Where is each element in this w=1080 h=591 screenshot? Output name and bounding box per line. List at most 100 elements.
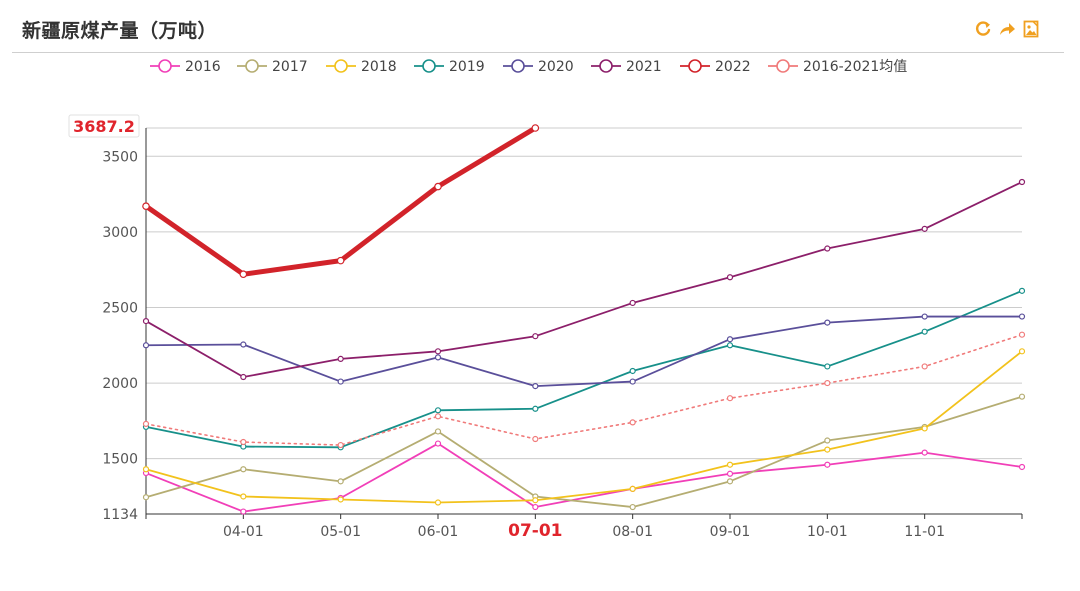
y-axis: 1134 1500 2000 2500 3000 3500 <box>102 128 147 523</box>
data-point[interactable] <box>629 367 636 375</box>
legend-item-2018[interactable]: 2018 <box>326 59 397 75</box>
data-point[interactable] <box>921 425 928 432</box>
data-point[interactable] <box>726 395 734 402</box>
legend-swatch-marker <box>511 59 525 73</box>
data-point[interactable] <box>142 202 150 210</box>
data-point[interactable] <box>824 379 831 387</box>
y-tick-label: 3500 <box>102 149 138 165</box>
data-point[interactable] <box>434 182 442 191</box>
series-line-2016-2021 <box>145 333 1023 446</box>
data-point[interactable] <box>824 437 831 444</box>
data-point[interactable] <box>142 317 150 325</box>
data-point[interactable] <box>337 478 344 485</box>
data-point[interactable] <box>1018 348 1026 355</box>
data-point[interactable] <box>142 466 150 473</box>
data-point[interactable] <box>434 499 442 506</box>
data-point[interactable] <box>921 363 928 370</box>
data-point[interactable] <box>726 478 734 485</box>
data-point[interactable] <box>921 328 928 335</box>
data-point[interactable] <box>726 470 734 477</box>
legend-item-2019[interactable]: 2019 <box>414 59 485 75</box>
series-line-2019 <box>145 289 1023 449</box>
legend-label: 2018 <box>361 59 397 75</box>
series-lines <box>142 124 1026 515</box>
data-point[interactable] <box>532 497 539 504</box>
data-point[interactable] <box>337 496 344 503</box>
data-point[interactable] <box>240 373 247 381</box>
x-tick-label: 04-01 <box>223 524 264 540</box>
data-point[interactable] <box>336 256 345 265</box>
data-point[interactable] <box>1018 331 1026 338</box>
data-point[interactable] <box>824 461 831 468</box>
save-image-icon[interactable] <box>1022 20 1040 38</box>
data-point[interactable] <box>824 446 831 453</box>
data-point[interactable] <box>629 378 636 385</box>
data-point[interactable] <box>921 225 928 232</box>
data-point[interactable] <box>921 313 928 320</box>
data-point[interactable] <box>337 378 344 385</box>
data-point[interactable] <box>142 342 150 349</box>
data-point[interactable] <box>1018 287 1026 294</box>
data-point[interactable] <box>532 503 539 511</box>
data-point[interactable] <box>824 363 831 370</box>
data-point[interactable] <box>1018 463 1026 471</box>
data-point[interactable] <box>240 493 247 500</box>
data-point[interactable] <box>240 341 247 348</box>
data-point[interactable] <box>1018 313 1026 320</box>
y-tick-label: 2500 <box>102 300 138 316</box>
data-point[interactable] <box>434 348 442 355</box>
legend-swatch-marker <box>422 59 436 73</box>
legend-item-2016[interactable]: 2016 <box>150 59 221 75</box>
data-point[interactable] <box>921 449 928 456</box>
series-2016 <box>142 440 1026 515</box>
axis-pointer: 3687.2 <box>68 114 140 138</box>
data-point[interactable] <box>629 419 636 426</box>
data-point[interactable] <box>726 461 734 468</box>
data-point[interactable] <box>240 508 247 515</box>
grid-lines <box>146 127 1022 460</box>
legend-label: 2022 <box>715 59 751 75</box>
data-point[interactable] <box>1018 178 1026 186</box>
x-tick-label: 06-01 <box>418 524 459 540</box>
data-point[interactable] <box>726 274 734 281</box>
data-point[interactable] <box>337 355 344 362</box>
series-line-2017 <box>145 395 1023 508</box>
data-point[interactable] <box>531 124 540 132</box>
legend-item-2021[interactable]: 2021 <box>591 59 662 75</box>
data-point[interactable] <box>434 413 442 420</box>
legend-label: 2020 <box>538 59 574 75</box>
data-point[interactable] <box>434 407 442 414</box>
data-point[interactable] <box>824 319 831 326</box>
data-point[interactable] <box>629 485 636 493</box>
data-point[interactable] <box>142 494 150 501</box>
data-point[interactable] <box>434 354 442 361</box>
legend-swatch-marker <box>688 59 702 73</box>
data-point[interactable] <box>726 336 734 343</box>
legend-item-2016-2021[interactable]: 2016-2021均值 <box>768 59 907 75</box>
legend-item-2020[interactable]: 2020 <box>503 59 574 75</box>
legend-item-2022[interactable]: 2022 <box>680 59 751 75</box>
x-tick-label: 09-01 <box>710 524 751 540</box>
data-point[interactable] <box>142 420 150 427</box>
data-point[interactable] <box>532 405 539 412</box>
data-point[interactable] <box>532 333 539 340</box>
legend-item-2017[interactable]: 2017 <box>237 59 308 75</box>
data-point[interactable] <box>532 382 539 390</box>
series-line-2020 <box>145 315 1023 387</box>
data-point[interactable] <box>1018 393 1026 400</box>
data-point[interactable] <box>629 503 636 511</box>
data-point[interactable] <box>726 342 734 349</box>
data-point[interactable] <box>240 438 247 446</box>
data-point[interactable] <box>240 466 247 473</box>
data-point[interactable] <box>434 428 442 435</box>
data-point[interactable] <box>629 299 636 307</box>
data-point[interactable] <box>434 440 442 447</box>
data-point[interactable] <box>337 441 344 449</box>
data-point[interactable] <box>824 245 831 252</box>
share-icon[interactable] <box>998 20 1016 38</box>
refresh-icon[interactable] <box>974 20 992 38</box>
data-point[interactable] <box>239 270 248 279</box>
x-tick-label-highlighted: 07-01 <box>508 521 562 541</box>
data-point[interactable] <box>532 435 539 443</box>
